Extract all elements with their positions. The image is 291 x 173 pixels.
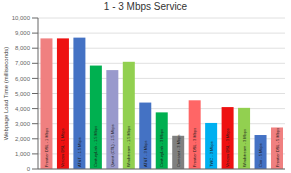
svg-text:7,000: 7,000	[15, 60, 31, 66]
svg-text:CenturyLink - 3 Mbps: CenturyLink - 3 Mbps	[159, 129, 164, 167]
svg-text:Windstream - 1.5 Mbps: Windstream - 1.5 Mbps	[126, 126, 131, 167]
svg-text:5,000: 5,000	[15, 91, 31, 97]
svg-text:AT&T - 1.5 Mbps: AT&T - 1.5 Mbps	[77, 137, 82, 167]
svg-text:4,000: 4,000	[15, 106, 31, 112]
svg-text:Verizon DSL - 1 Mbps: Verizon DSL - 1 Mbps	[60, 128, 65, 167]
svg-text:CenturyLink - 1.5 Mbps: CenturyLink - 1.5 Mbps	[93, 126, 98, 167]
svg-text:AT&T - 3 Mbps: AT&T - 3 Mbps	[143, 140, 148, 167]
svg-text:3,000: 3,000	[15, 121, 31, 127]
svg-text:Frontier DSL - 5 Mbps: Frontier DSL - 5 Mbps	[275, 128, 280, 167]
svg-text:Windstream - 3 Mbps: Windstream - 3 Mbps	[242, 129, 247, 167]
svg-text:Frontier DSL - 3 Mbps: Frontier DSL - 3 Mbps	[192, 128, 197, 167]
html-text:1 - 3 Mbps Service: 1 - 3 Mbps Service	[103, 1, 188, 12]
svg-text:8,000: 8,000	[15, 45, 31, 51]
svg-text:9,000: 9,000	[15, 30, 31, 36]
svg-text:Comcast - 3 Mbps: Comcast - 3 Mbps	[176, 135, 181, 167]
svg-text:Cox - 5 Mbps: Cox - 5 Mbps	[258, 143, 263, 167]
svg-text:10,000: 10,000	[12, 15, 31, 21]
svg-text:1,000: 1,000	[15, 151, 31, 157]
svg-text:2,000: 2,000	[15, 136, 31, 142]
svg-text:0: 0	[27, 166, 31, 172]
svg-text:Webpage Load Time (millisecond: Webpage Load Time (milliseconds)	[8, 47, 9, 141]
svg-text:Qwest (CTL) - 1.5 Mbps: Qwest (CTL) - 1.5 Mbps	[110, 124, 115, 167]
svg-text:Verizon DSL - 3 Mbps: Verizon DSL - 3 Mbps	[225, 128, 230, 167]
svg-text:TWC - 3 Mbps: TWC - 3 Mbps	[209, 141, 214, 167]
svg-text:6,000: 6,000	[15, 76, 31, 82]
svg-text:Frontier DSL - 1 Mbps: Frontier DSL - 1 Mbps	[44, 128, 49, 167]
